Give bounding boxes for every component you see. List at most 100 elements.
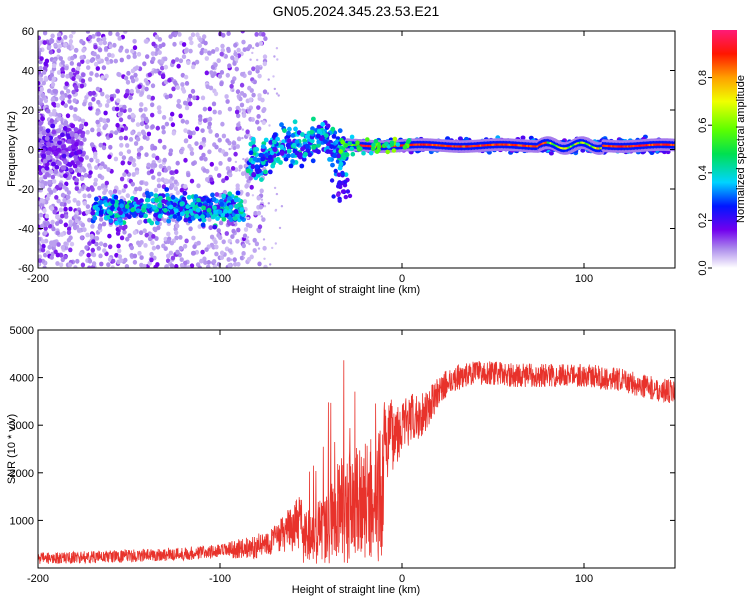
spectrogram-cell — [168, 250, 174, 256]
spectrogram-cell — [219, 202, 225, 207]
spectrogram-cell — [197, 265, 202, 268]
spectrogram-cell — [580, 148, 586, 153]
spectrogram-cell — [91, 90, 97, 96]
spectrogram-cell — [205, 177, 210, 182]
spectrogram-cell — [123, 75, 129, 81]
spectrogram-cell — [309, 138, 315, 144]
spectrogram-cell — [299, 163, 305, 169]
spectrogram-cell — [196, 183, 201, 189]
spectrogram-cell — [144, 181, 149, 187]
spectrogram-cell — [118, 151, 124, 157]
spectrogram-cell — [40, 223, 45, 229]
spectrogram-cell — [305, 143, 310, 149]
spectrogram-cell — [94, 196, 99, 202]
spectrogram-cell — [122, 172, 127, 178]
spectrogram-cell — [154, 236, 159, 241]
spectrogram-cell — [176, 63, 181, 69]
spectrogram-cell — [52, 88, 57, 94]
spectrogram-cell — [114, 106, 120, 112]
spectrogram-cell — [233, 197, 239, 203]
spectrogram-cell — [38, 244, 41, 250]
spectrogram-cell — [184, 210, 190, 216]
spectrogram-cell — [202, 34, 207, 40]
spectrogram-cell — [56, 32, 62, 38]
spectrogram-cell — [172, 202, 178, 208]
spectrogram-cell — [374, 149, 380, 154]
spectrogram-cell — [126, 70, 131, 76]
spectrogram-cell — [73, 133, 79, 138]
spectrogram-cell — [102, 36, 107, 42]
spectrogram-cell — [110, 53, 115, 59]
spectrogram-cell — [158, 163, 163, 169]
spectrogram-cell — [132, 38, 137, 44]
spectrogram-cell — [63, 35, 68, 40]
spectrogram-cell — [311, 145, 317, 150]
spectrogram-cell — [213, 62, 218, 68]
spectrogram-cell — [80, 222, 86, 228]
spectrogram-cell — [290, 133, 296, 138]
spectrogram-cell — [163, 207, 168, 213]
spectrogram-cell — [142, 134, 147, 140]
spectrogram-cell — [155, 244, 161, 250]
spectrogram-cell — [212, 109, 217, 115]
spectrogram-cell — [171, 86, 176, 92]
spectrogram-cell — [40, 116, 45, 122]
spectrogram-cell — [104, 56, 109, 62]
spectrogram-cell — [50, 206, 55, 212]
spectrogram-cell — [193, 194, 199, 199]
spectrogram-cell — [253, 210, 258, 216]
spectrogram-cell — [85, 129, 90, 135]
spectrogram-cell — [209, 161, 214, 167]
spectrogram-cell — [96, 246, 102, 251]
spectrogram-cell — [96, 131, 102, 137]
spectrogram-cell — [38, 126, 44, 131]
spectrogram-cell — [208, 85, 214, 91]
y-tick-label: 3000 — [10, 420, 34, 432]
spectrogram-cell — [68, 167, 74, 173]
spectrogram-cell — [157, 105, 162, 110]
spectrogram-cell — [336, 153, 341, 159]
spectrogram-cell — [355, 140, 360, 145]
spectrogram-cell — [49, 118, 54, 124]
colorbar-tick-label: 0.8 — [697, 70, 709, 85]
spectrogram-cell — [207, 121, 212, 127]
spectrogram-cell — [44, 213, 50, 219]
spectrogram-cell — [49, 255, 54, 260]
spectrogram-cell — [250, 164, 256, 170]
spectrogram-cell — [59, 201, 64, 207]
spectrogram-cell — [301, 156, 307, 162]
y-tick-label: 2000 — [10, 468, 34, 480]
spectrogram-cell — [228, 204, 234, 210]
spectrogram-cell — [146, 94, 152, 100]
spectrogram-cell — [75, 160, 81, 166]
spectrogram-cell — [171, 130, 176, 136]
x-tick-label: 0 — [399, 273, 405, 285]
spectrogram-cell — [126, 214, 132, 220]
spectrogram-cell — [80, 118, 86, 124]
spectrogram-cell — [106, 98, 111, 104]
spectrogram-cell — [230, 166, 236, 171]
spectrogram-cell — [157, 171, 162, 177]
spectrogram-cell — [70, 131, 75, 136]
spectrogram-cell — [122, 104, 127, 110]
spectrogram-cell — [83, 172, 89, 178]
spectrogram-cell — [150, 240, 155, 246]
spectrogram-cell — [58, 56, 63, 61]
spectrogram-cell — [134, 186, 139, 192]
spectrogram-cell — [63, 206, 68, 212]
spectrogram-cell — [239, 207, 245, 212]
spectrogram-cell — [178, 245, 184, 251]
spectrogram-cell — [61, 149, 67, 155]
spectrogram-cell — [315, 133, 321, 139]
spectrogram-cell — [248, 111, 251, 114]
spectrogram-cell — [249, 118, 253, 122]
spectrogram-cell — [160, 73, 166, 78]
spectrogram-cell — [97, 47, 103, 53]
colorbar-tick-label: 0.2 — [697, 213, 709, 228]
spectrogram-cell — [102, 248, 107, 254]
spectrogram-cell — [138, 230, 144, 236]
spectrogram-cell — [188, 48, 193, 54]
spectrogram-cell — [142, 61, 147, 67]
spectrogram-cell — [153, 68, 158, 74]
spectrogram-cell — [50, 97, 55, 103]
